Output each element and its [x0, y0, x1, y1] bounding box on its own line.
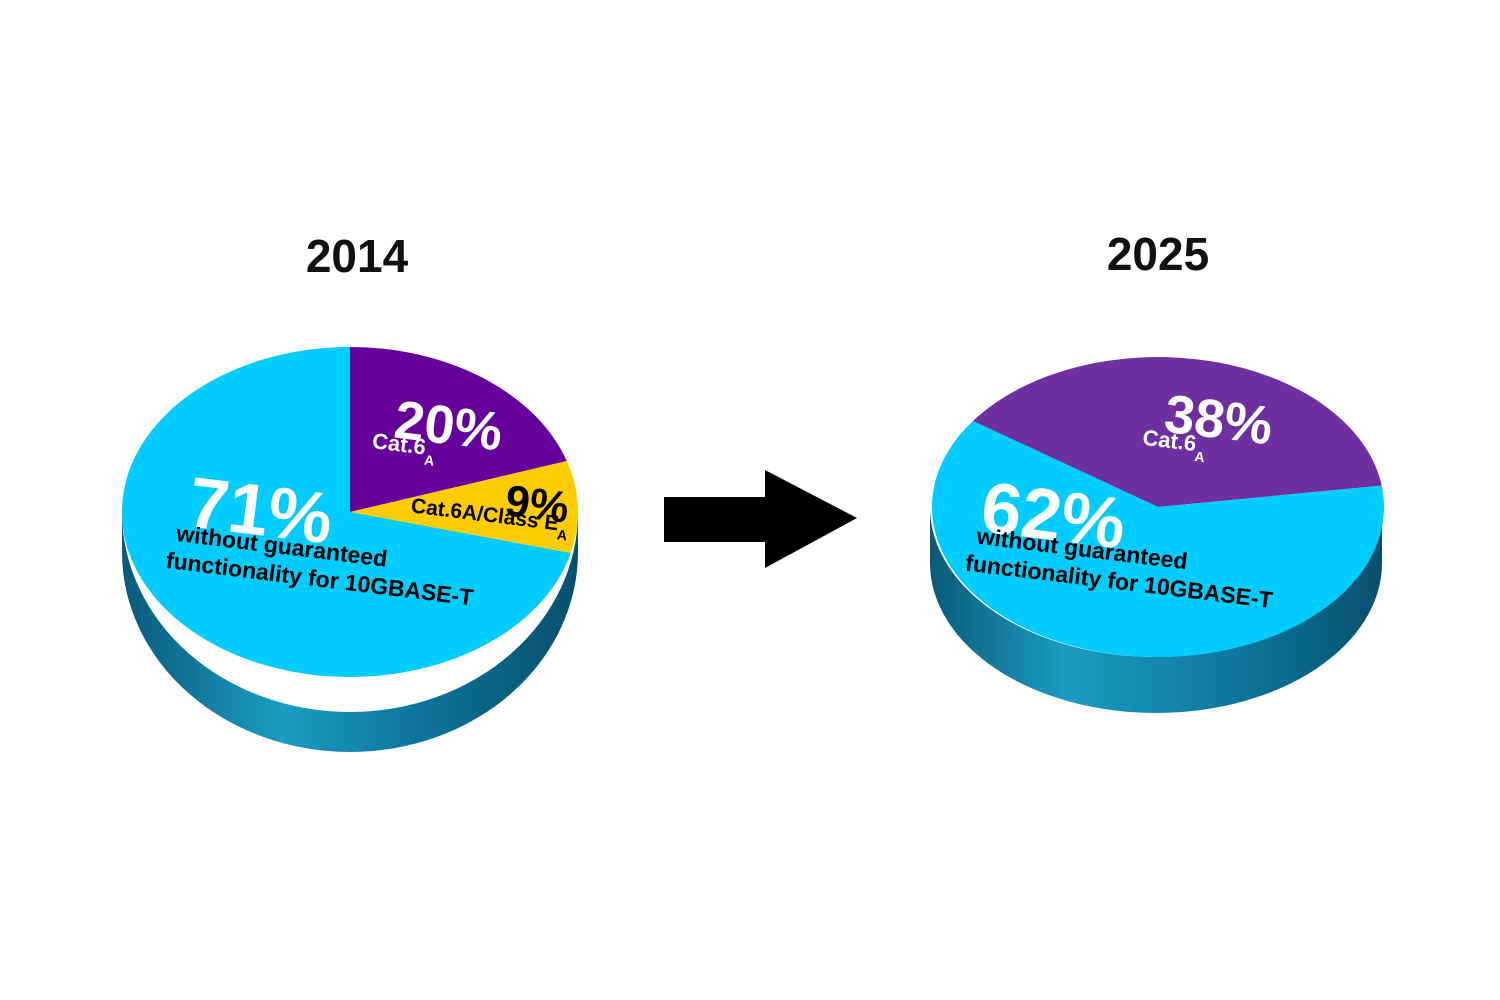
pie-slice-2025-1	[932, 421, 1385, 658]
pie-slice-2014-1	[350, 461, 578, 553]
pie-slice-2025-0	[972, 357, 1382, 507]
slice-value-label-cat6a: 20%	[391, 390, 506, 463]
slice-category-sub-cat6a: A	[423, 452, 435, 469]
pie-slices-2025	[932, 357, 1385, 658]
pie-slices-2014	[121, 347, 578, 677]
chart-title-2025: 2025	[1107, 228, 1209, 280]
slice-category-sub-cat6a-class-ea: A	[556, 526, 568, 543]
chart-title-2014: 2014	[306, 230, 409, 282]
chart-2014: 2014 20% Cat.6A 9% Cat.6A/Class EA 71% w…	[121, 230, 578, 752]
pie-side-2014	[122, 512, 578, 752]
right-arrow-icon	[664, 470, 857, 568]
slice-value-label-cat6a-2025: 38%	[1161, 384, 1276, 457]
chart-2025: 2025 38% Cat.6A 62% without guaranteed f…	[930, 228, 1385, 713]
slice-value-label-without-guaranteed: 71%	[184, 463, 337, 560]
slice-category-sub-cat6a-2025: A	[1194, 448, 1206, 465]
pie-slice-2014-0	[350, 347, 567, 512]
slice-value-label-cat6a-class-ea: 9%	[503, 476, 572, 532]
pie-slice-2014-2	[121, 347, 571, 677]
slice-value-label-without-guaranteed-2025: 62%	[977, 468, 1130, 565]
pie-side-2025	[930, 507, 1382, 713]
